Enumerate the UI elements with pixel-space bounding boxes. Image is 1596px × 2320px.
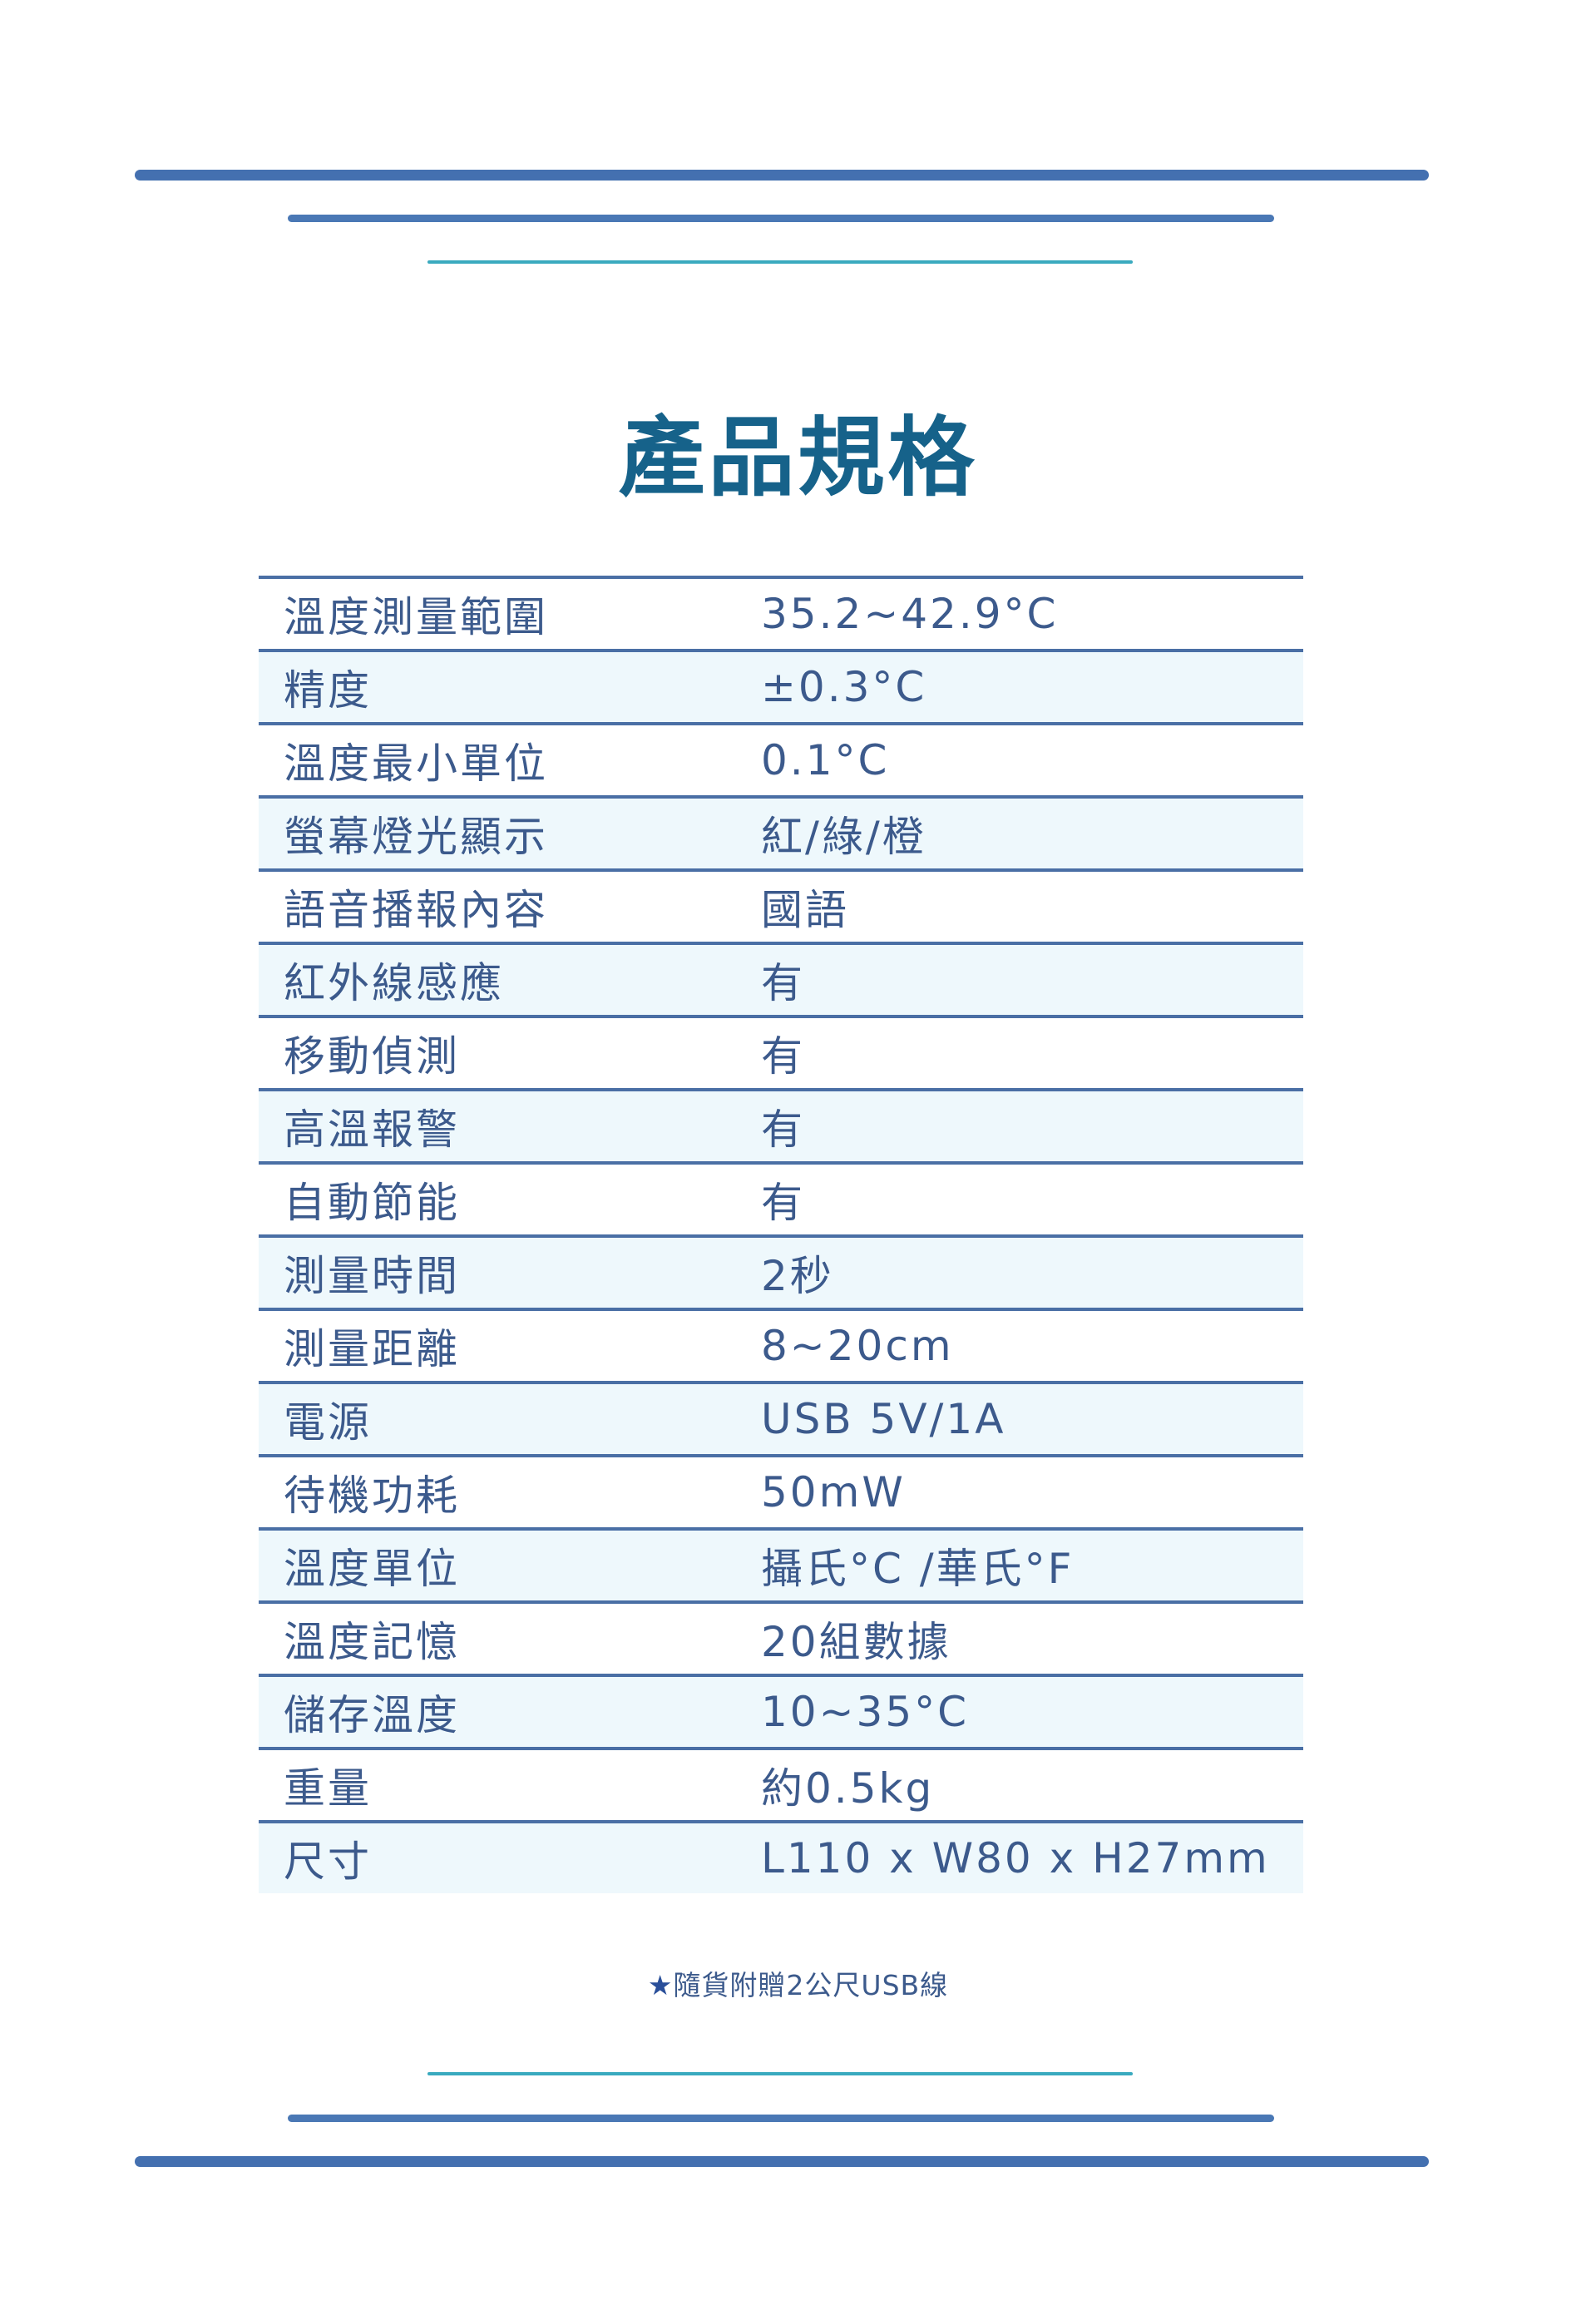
spec-label: 重量 (284, 1764, 372, 1813)
table-row: 自動節能 有 (259, 1165, 1303, 1238)
spec-label: 溫度單位 (284, 1545, 460, 1593)
spec-label: 移動偵測 (284, 1032, 460, 1081)
table-row: 測量距離 8~20cm (259, 1311, 1303, 1384)
spec-label: 尺寸 (284, 1838, 372, 1886)
table-row: 螢幕燈光顯示 紅/綠/橙 (259, 799, 1303, 872)
table-row: 電源 USB 5V/1A (259, 1384, 1303, 1457)
table-row: 測量時間 2秒 (259, 1238, 1303, 1311)
table-row: 尺寸 L110 x W80 x H27mm (259, 1823, 1303, 1893)
spec-label: 溫度記憶 (284, 1618, 460, 1666)
bottom-divider-narrow (427, 2072, 1133, 2075)
spec-label: 儲存溫度 (284, 1691, 460, 1739)
top-divider-medium (288, 215, 1274, 222)
spec-label: 溫度測量範圍 (284, 593, 548, 641)
table-row: 語音播報內容 國語 (259, 872, 1303, 945)
table-row: 精度 ±0.3°C (259, 652, 1303, 725)
top-divider-wide (135, 170, 1429, 181)
table-row: 溫度單位 攝氏°C /華氏°F (259, 1531, 1303, 1604)
table-row: 紅外線感應 有 (259, 945, 1303, 1018)
spec-value: 2秒 (761, 1252, 834, 1300)
spec-label: 測量距離 (284, 1325, 460, 1373)
table-row: 溫度測量範圍 35.2~42.9°C (259, 579, 1303, 652)
spec-value: 有 (761, 1179, 805, 1227)
spec-value: 攝氏°C /華氏°F (761, 1545, 1075, 1593)
spec-value: 8~20cm (761, 1322, 954, 1370)
spec-value: 50mW (761, 1468, 906, 1516)
table-row: 溫度記憶 20組數據 (259, 1604, 1303, 1677)
spec-label: 紅外線感應 (284, 959, 504, 1007)
spec-label: 電源 (284, 1398, 372, 1447)
spec-label: 高溫報警 (284, 1106, 460, 1154)
spec-label: 待機功耗 (284, 1472, 460, 1520)
page-title: 產品規格 (618, 407, 978, 508)
spec-value: 0.1°C (761, 736, 890, 784)
spec-value: USB 5V/1A (761, 1395, 1006, 1443)
bottom-divider-wide (135, 2156, 1429, 2167)
spec-value: ±0.3°C (761, 663, 927, 711)
table-row: 待機功耗 50mW (259, 1457, 1303, 1531)
top-divider-narrow (427, 260, 1133, 264)
bottom-divider-medium (288, 2115, 1274, 2122)
spec-value: 有 (761, 1106, 805, 1154)
spec-value: 20組數據 (761, 1618, 951, 1666)
spec-label: 螢幕燈光顯示 (284, 813, 548, 861)
spec-label: 測量時間 (284, 1252, 460, 1300)
spec-value: 國語 (761, 886, 849, 934)
spec-value: 約0.5kg (761, 1764, 935, 1813)
spec-value: 有 (761, 1032, 805, 1081)
spec-value: 紅/綠/橙 (761, 813, 926, 861)
table-row: 儲存溫度 10~35°C (259, 1677, 1303, 1750)
star-icon: ★ (647, 1969, 674, 2001)
spec-label: 溫度最小單位 (284, 740, 548, 788)
spec-label: 自動節能 (284, 1179, 460, 1227)
spec-label: 語音播報內容 (284, 886, 548, 934)
table-row: 溫度最小單位 0.1°C (259, 725, 1303, 799)
spec-value: L110 x W80 x H27mm (761, 1834, 1270, 1882)
table-row: 高溫報警 有 (259, 1091, 1303, 1165)
spec-label: 精度 (284, 666, 372, 715)
footnote: ★隨貨附贈2公尺USB線 (0, 1963, 1596, 2003)
table-row: 移動偵測 有 (259, 1018, 1303, 1091)
spec-value: 35.2~42.9°C (761, 590, 1059, 638)
spec-value: 有 (761, 959, 805, 1007)
spec-value: 10~35°C (761, 1688, 970, 1736)
footnote-text: 隨貨附贈2公尺USB線 (673, 1969, 949, 2001)
table-row: 重量 約0.5kg (259, 1750, 1303, 1823)
spec-table: 溫度測量範圍 35.2~42.9°C 精度 ±0.3°C 溫度最小單位 0.1°C 螢幕燈光… (259, 576, 1303, 1893)
